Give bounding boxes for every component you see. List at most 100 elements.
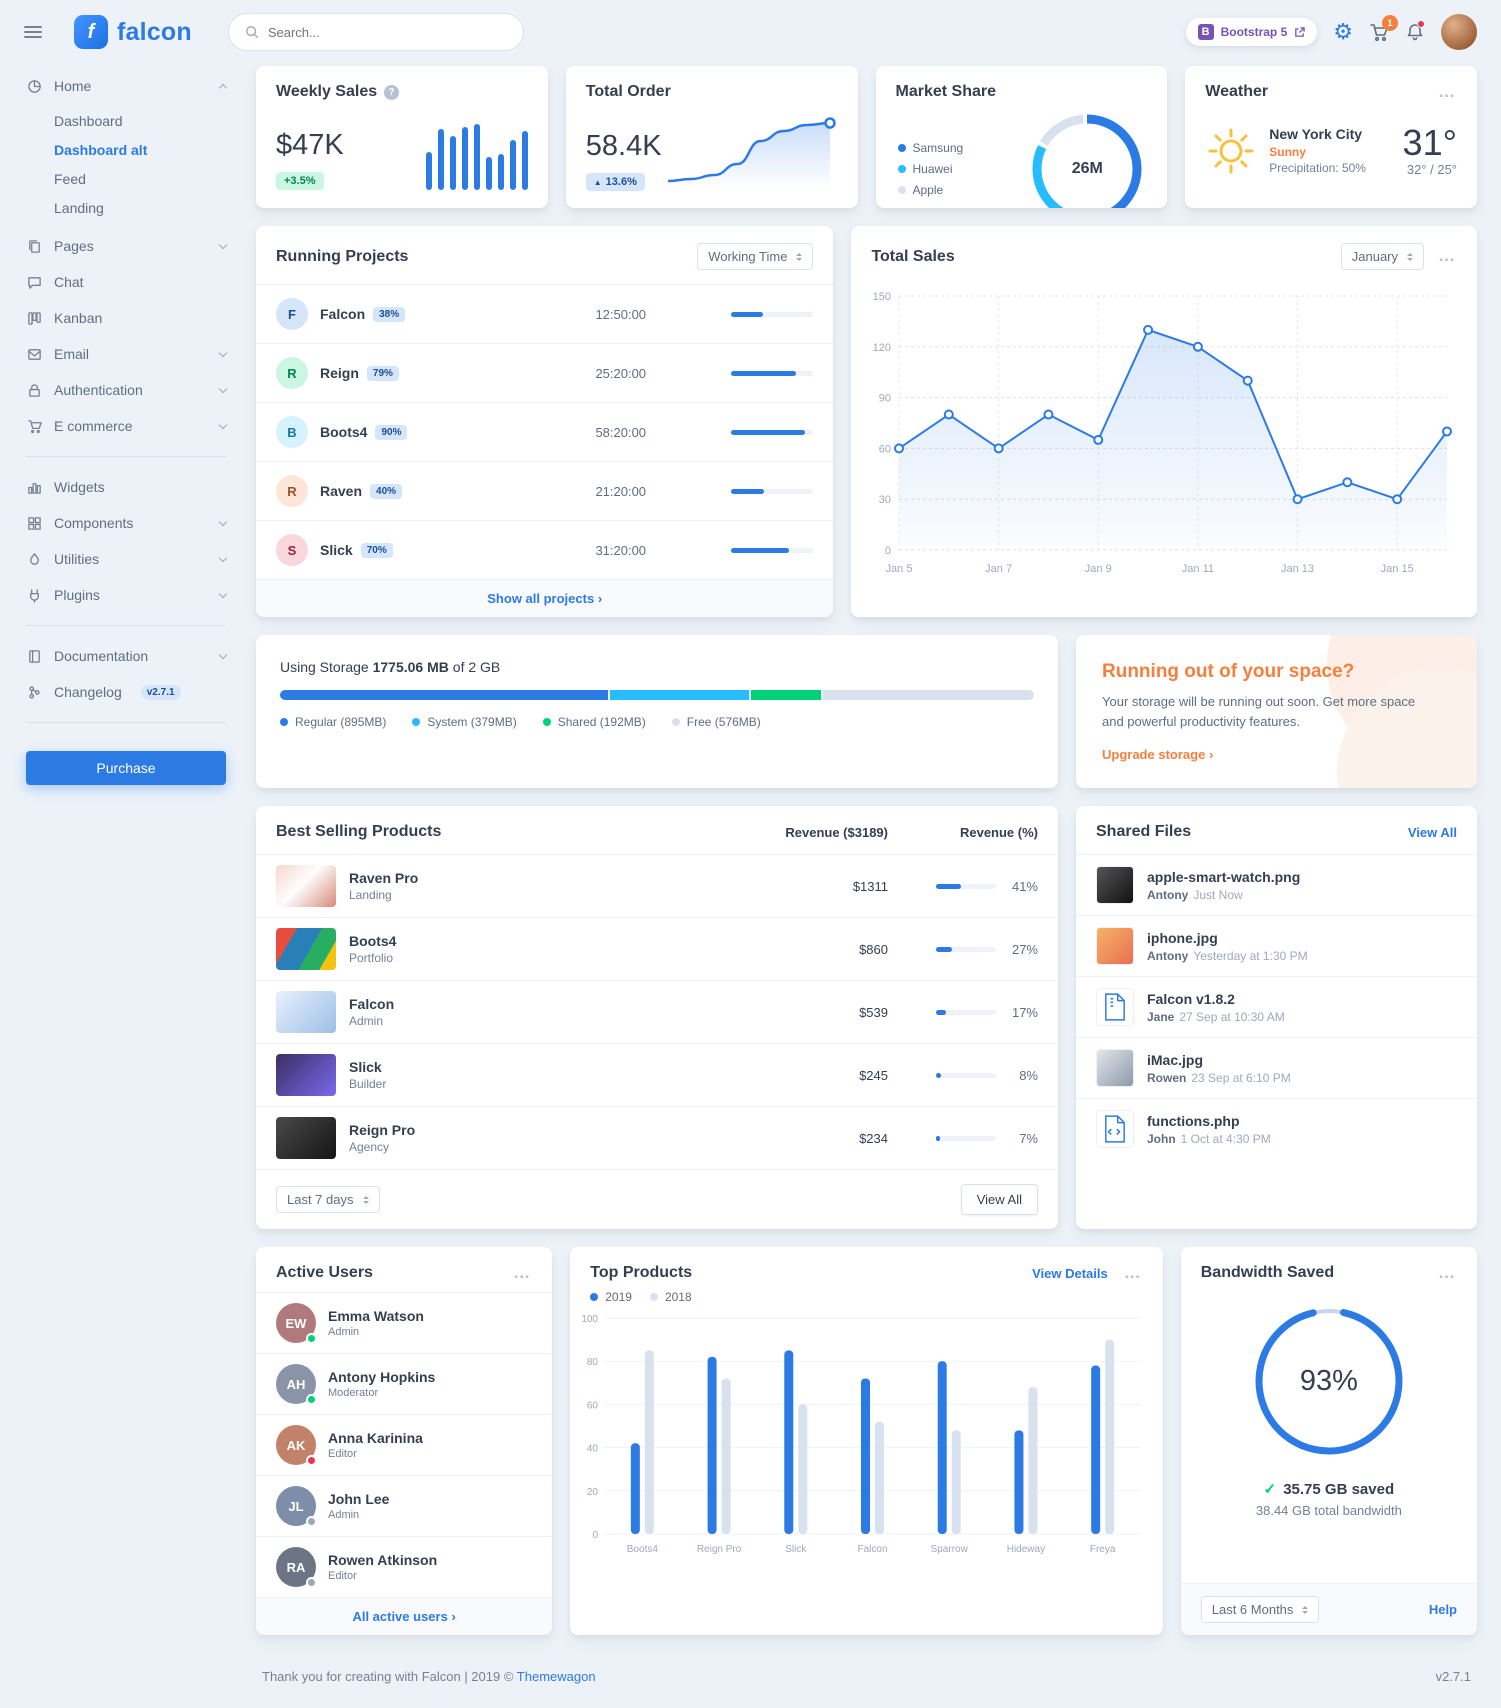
sidebar-item-feed[interactable]: Feed [54,170,86,187]
project-name[interactable]: Reign [320,365,359,381]
project-name[interactable]: Slick [320,542,353,558]
product-progress-bar [936,1135,996,1141]
chevron-down-icon [218,384,228,393]
book-icon [26,649,43,664]
sidebar-item-authentication[interactable]: Authentication [26,372,228,408]
code-file-icon [1096,1110,1134,1149]
card-menu-icon[interactable]: … [1123,1262,1143,1282]
svg-text:60: 60 [879,443,891,455]
sidebar-item-home[interactable]: Home [26,68,228,104]
sidebar-item-landing[interactable]: Landing [54,199,104,216]
user-name[interactable]: Anna Karinina [328,1430,423,1447]
search-input[interactable] [267,24,507,40]
product-name[interactable]: Reign Pro [349,1122,416,1139]
user-avatar[interactable] [1441,14,1477,50]
file-name[interactable]: functions.php [1147,1112,1240,1129]
product-name[interactable]: Boots4 [349,933,397,950]
menu-toggle-icon[interactable] [24,19,46,45]
show-all-projects-link[interactable]: Show all projects › [256,579,834,617]
sidebar-item-widgets[interactable]: Widgets [26,469,226,505]
notifications-bell-icon[interactable] [1405,20,1425,42]
user-name[interactable]: Emma Watson [328,1308,424,1325]
sidebar-item-email[interactable]: Email [26,336,228,372]
product-row: Raven Pro Landing $1311 41% [256,854,1058,917]
sidebar-item-kanban[interactable]: Kanban [26,300,226,336]
select-arrows-icon [1302,1603,1309,1617]
product-name[interactable]: Slick [349,1059,382,1076]
month-select[interactable]: January [1340,243,1424,270]
bar-chart-icon [26,480,43,495]
product-name[interactable]: Raven Pro [349,870,419,887]
view-details-link[interactable]: View Details [1032,1265,1108,1281]
product-thumbnail [276,1054,336,1097]
all-active-users-link[interactable]: All active users › [256,1597,553,1636]
file-time: 1 Oct at 4:30 PM [1180,1131,1271,1146]
bootstrap-badge[interactable]: B Bootstrap 5 [1185,18,1318,46]
search-box[interactable] [227,13,524,51]
file-name[interactable]: iMac.jpg [1147,1051,1204,1068]
sidebar-item-ecommerce[interactable]: E commerce [26,408,228,444]
view-all-products-button[interactable]: View All [960,1184,1038,1216]
svg-text:Jan 15: Jan 15 [1381,563,1414,575]
project-name[interactable]: Falcon [320,306,366,322]
working-time-select[interactable]: Working Time [697,243,814,270]
pages-icon [26,239,43,254]
settings-gear-icon[interactable]: ⚙ [1333,19,1353,44]
sidebar-item-utilities[interactable]: Utilities [26,541,228,577]
period-select[interactable]: Last 7 days [276,1186,380,1214]
sidebar-item-documentation[interactable]: Documentation [26,638,228,674]
svg-text:40: 40 [587,1444,599,1455]
sidebar-item-plugins[interactable]: Plugins [26,577,228,613]
upgrade-storage-link[interactable]: Upgrade storage › [1102,747,1214,763]
help-link[interactable]: Help [1428,1602,1457,1618]
brand-logo[interactable]: f falcon [74,15,192,49]
file-name[interactable]: apple-smart-watch.png [1147,868,1301,885]
sidebar-item-changelog[interactable]: Changelog v2.7.1 [26,674,226,710]
sidebar-item-dashboard[interactable]: Dashboard [54,112,123,129]
bandwidth-saved-text: 35.75 GB saved [1283,1480,1395,1498]
caret-up-icon: ▲ [593,177,602,187]
months-select[interactable]: Last 6 Months [1200,1596,1320,1624]
project-time: 25:20:00 [595,365,647,381]
chevron-down-icon [218,589,228,598]
card-menu-icon[interactable]: … [1438,1262,1457,1282]
weekly-sales-title: Weekly Sales [276,83,378,100]
themewagon-link[interactable]: Themewagon [516,1669,596,1685]
file-author: Jane [1147,1009,1175,1024]
chevron-up-icon [218,83,228,93]
sidebar-item-chat[interactable]: Chat [26,264,226,300]
sidebar-item-components[interactable]: Components [26,505,228,541]
chevron-down-icon [218,553,228,562]
file-thumbnail [1096,1049,1134,1088]
file-name[interactable]: iphone.jpg [1147,929,1218,946]
cart-icon[interactable]: 1 [1369,15,1398,42]
market-share-total: 26M [1071,160,1103,177]
storage-segment-shared [750,690,822,700]
user-name[interactable]: John Lee [328,1491,390,1508]
card-menu-icon[interactable]: … [513,1262,533,1282]
card-menu-icon[interactable]: … [1438,246,1457,266]
chat-icon [26,275,43,290]
sidebar-divider [26,722,226,723]
status-dot [306,1394,317,1406]
user-name[interactable]: Rowen Atkinson [328,1552,438,1569]
project-percent-badge: 70% [360,542,393,558]
user-name[interactable]: Antony Hopkins [328,1369,436,1386]
sidebar-item-dashboard-alt[interactable]: Dashboard alt [54,141,148,158]
total-sales-card: Total Sales January … 0 30 60 90 120 150 Jan 5… [851,226,1477,617]
project-name[interactable]: Raven [320,483,363,499]
file-name[interactable]: Falcon v1.8.2 [1147,990,1235,1007]
lock-icon [26,383,43,398]
sidebar-item-pages[interactable]: Pages [26,228,228,264]
product-name[interactable]: Falcon [349,996,395,1013]
user-avatar: RA [276,1547,317,1589]
user-row: RA Rowen Atkinson Editor [256,1536,553,1597]
card-menu-icon[interactable]: … [1438,81,1457,101]
info-icon[interactable]: ? [384,84,400,100]
bandwidth-total-text: 38.44 GB total bandwidth [1255,1503,1402,1519]
project-name[interactable]: Boots4 [320,424,368,440]
view-all-files-link[interactable]: View All [1407,824,1457,840]
product-percent: 7% [1019,1130,1038,1146]
purchase-button[interactable]: Purchase [26,751,226,785]
project-time: 12:50:00 [595,306,647,322]
